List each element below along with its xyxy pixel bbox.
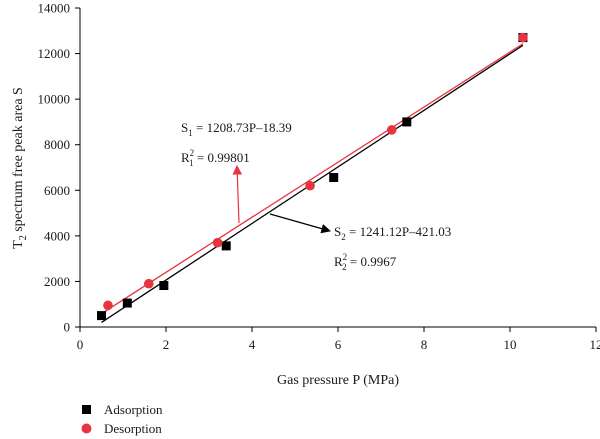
legend-marker-desorption — [81, 423, 92, 434]
fit-line-desorption — [101, 43, 524, 315]
x-axis-label: Gas pressure P (MPa) — [277, 373, 399, 388]
x-tick-label: 6 — [335, 337, 342, 352]
x-tick-label: 4 — [249, 337, 256, 352]
y-tick-label: 0 — [64, 320, 71, 335]
point-desorption — [212, 237, 223, 248]
point-adsorption — [159, 281, 169, 291]
adsorption-equation: S2 = 1241.12P–421.03 — [334, 224, 451, 242]
legend-marker-adsorption — [82, 405, 91, 414]
desorption-arrow — [232, 165, 243, 224]
y-tick-label: 2000 — [44, 274, 70, 289]
point-desorption — [144, 278, 154, 289]
y-tick-label: 14000 — [38, 1, 71, 16]
adsorption-r2: R2 2 = 0.9967 — [334, 252, 397, 272]
point-desorption — [518, 32, 528, 43]
desorption-equation: S1 = 1208.73P–18.39 — [181, 120, 292, 138]
y-tick-label: 10000 — [38, 92, 71, 107]
desorption-r2: R2 1 = 0.99801 — [181, 148, 250, 168]
legend: Adsorption Desorption — [81, 402, 163, 436]
y-axis-label: T2 spectrum free peak area S — [11, 87, 29, 249]
x-tick-label: 8 — [421, 337, 428, 352]
point-desorption — [305, 180, 315, 191]
point-adsorption — [97, 311, 106, 321]
adsorption-arrow — [269, 213, 331, 234]
point-desorption — [386, 125, 397, 135]
y-tick-label: 12000 — [38, 46, 71, 61]
x-ticks: 0 2 4 6 8 10 12 — [77, 327, 600, 352]
y-tick-label: 8000 — [44, 137, 70, 152]
y-tick-label: 4000 — [44, 228, 70, 243]
legend-label-desorption: Desorption — [104, 421, 162, 436]
desorption-fit-annotation: S1 = 1208.73P–18.39 R2 1 = 0.99801 — [181, 120, 292, 224]
data-markers — [97, 32, 528, 321]
point-adsorption — [122, 298, 132, 308]
y-ticks: 0 2000 4000 6000 8000 10000 12000 14000 — [38, 1, 80, 335]
x-tick-label: 10 — [504, 337, 517, 352]
adsorption-fit-annotation: S2 = 1241.12P–421.03 R2 2 = 0.9967 — [269, 213, 451, 272]
x-tick-label: 12 — [590, 337, 600, 352]
y-tick-label: 6000 — [44, 183, 70, 198]
legend-label-adsorption: Adsorption — [104, 402, 163, 417]
point-adsorption — [329, 173, 339, 183]
x-tick-label: 2 — [163, 337, 170, 352]
point-adsorption — [221, 241, 231, 251]
point-adsorption — [402, 117, 412, 127]
point-desorption — [103, 300, 113, 311]
x-tick-label: 0 — [77, 337, 84, 352]
